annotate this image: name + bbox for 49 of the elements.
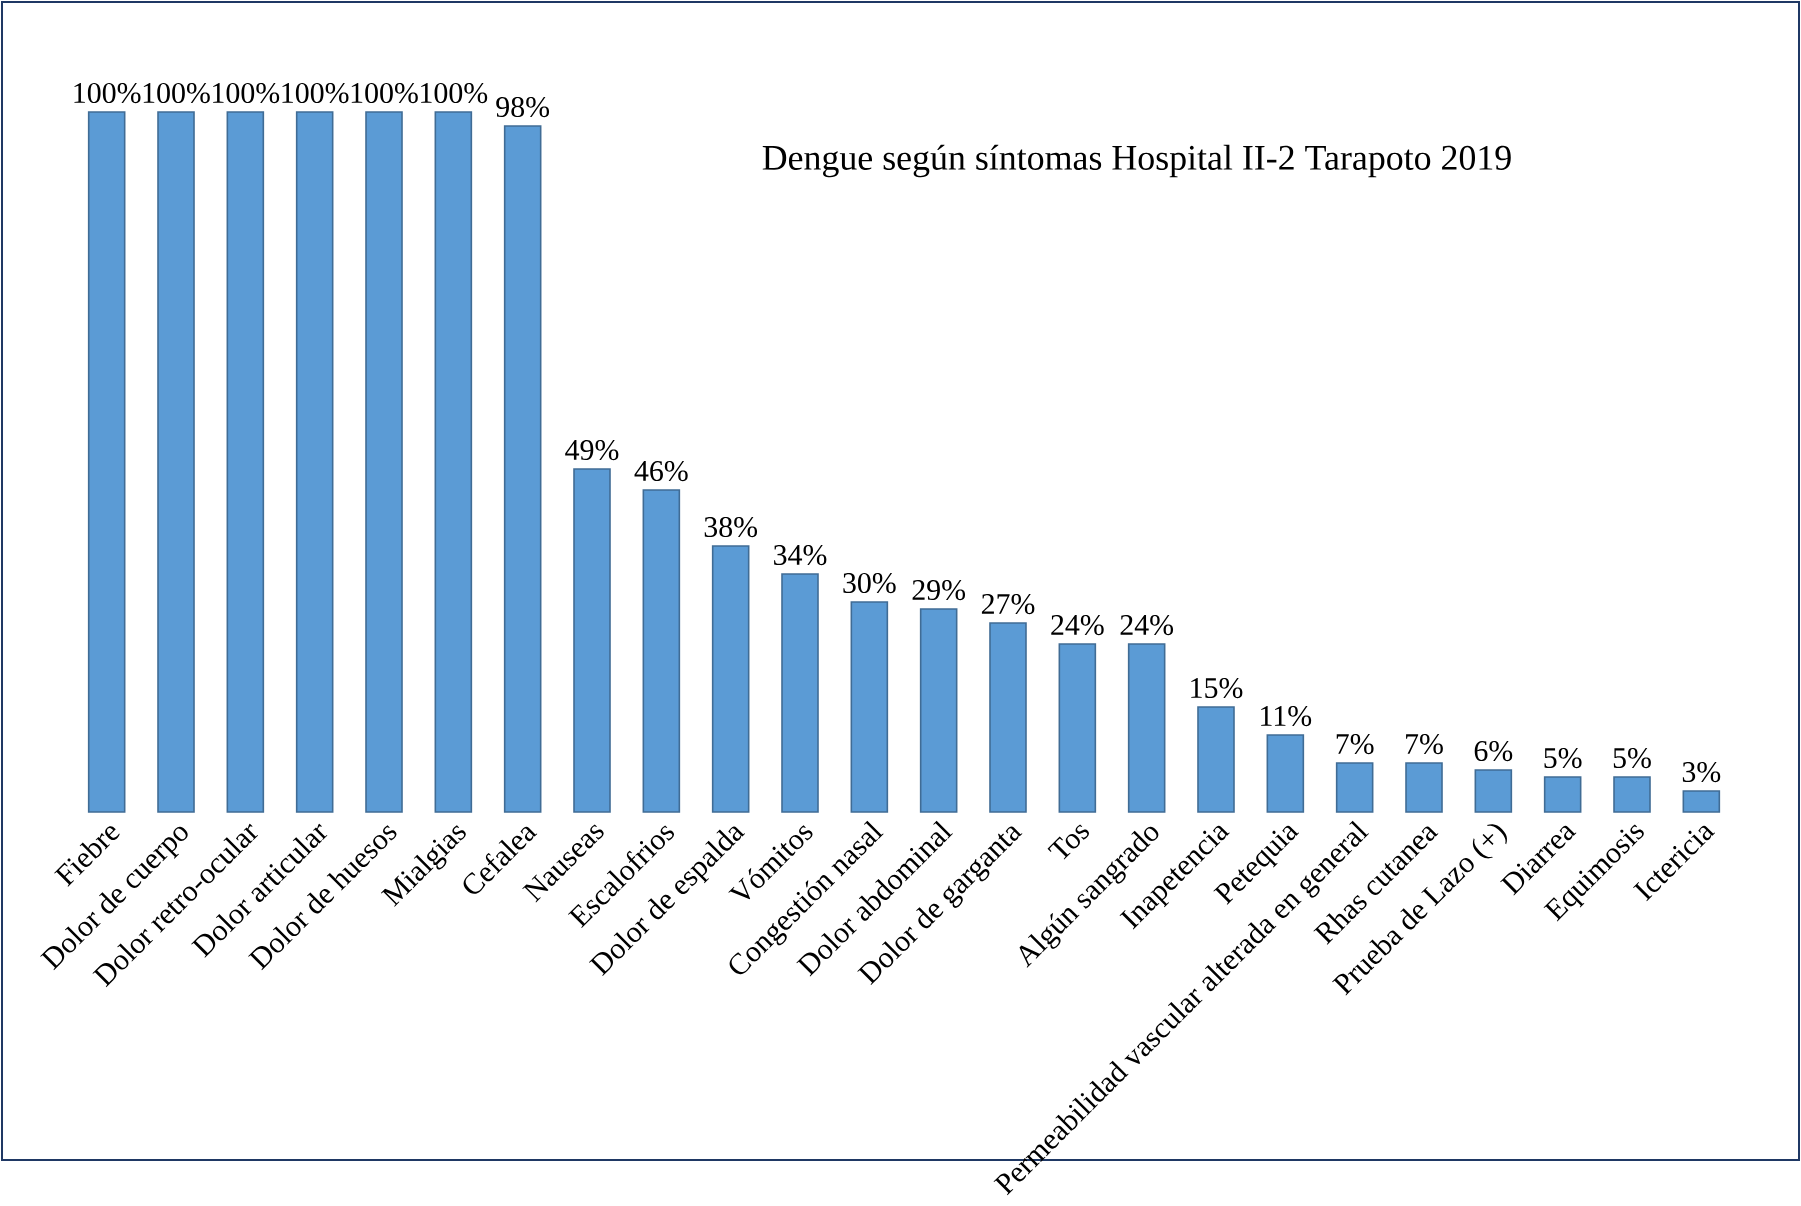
bar <box>642 489 681 813</box>
bar <box>1613 776 1651 813</box>
data-label: 100% <box>351 82 418 104</box>
data-label: 100% <box>143 82 210 104</box>
bar <box>1127 643 1166 813</box>
bar <box>1543 776 1582 813</box>
data-label: 5% <box>1613 747 1651 769</box>
bar <box>1197 706 1235 813</box>
bar <box>711 545 750 813</box>
bar <box>989 622 1027 813</box>
bar <box>226 111 265 813</box>
bar <box>87 111 126 813</box>
data-label: 98% <box>496 96 550 118</box>
data-label: 34% <box>774 544 827 566</box>
bar <box>1058 643 1097 813</box>
data-label: 24% <box>1051 614 1104 636</box>
text: Dengue según síntomas Hospital II-2 Tarapoto 2019 <box>762 144 1511 178</box>
data-label: 46% <box>634 460 688 482</box>
bar <box>1335 762 1374 813</box>
bar <box>573 468 611 813</box>
data-label: 3% <box>1682 761 1721 783</box>
bar <box>850 601 889 813</box>
bar <box>365 111 403 813</box>
data-label: 11% <box>1261 705 1312 727</box>
bar <box>1405 762 1443 813</box>
bar <box>295 111 334 813</box>
data-label: 15% <box>1191 677 1243 699</box>
bar <box>919 608 958 813</box>
data-label: 49% <box>565 439 619 461</box>
bar <box>503 125 542 813</box>
bar <box>157 111 195 813</box>
bar <box>434 111 473 813</box>
bar <box>1682 790 1721 813</box>
data-label: 100% <box>74 82 141 104</box>
data-label: 100% <box>421 82 488 104</box>
data-label: 100% <box>213 82 280 104</box>
data-label: 24% <box>1120 614 1174 636</box>
data-label: 27% <box>981 593 1035 615</box>
data-label: 38% <box>704 516 758 538</box>
data-label: 5% <box>1544 747 1582 769</box>
data-label: 7% <box>1336 733 1374 755</box>
data-label: 30% <box>843 572 896 594</box>
bar <box>1266 734 1305 813</box>
bar <box>781 573 819 813</box>
data-label: 7% <box>1406 733 1443 755</box>
bar <box>1474 769 1513 813</box>
data-label: 6% <box>1474 740 1513 762</box>
data-label: 100% <box>282 82 349 104</box>
data-label: 29% <box>912 579 966 601</box>
